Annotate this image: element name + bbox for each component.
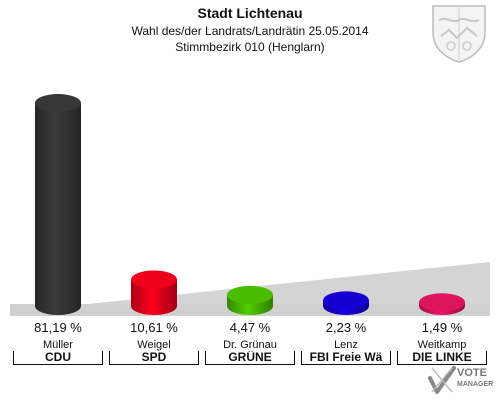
bar-top	[131, 270, 177, 289]
value-label: 2,23 %	[325, 320, 367, 335]
value-label: 4,47 %	[229, 320, 271, 335]
candidate-label: Müller	[43, 339, 73, 351]
bar-spd	[131, 270, 177, 315]
candidate-label: Lenz	[334, 339, 358, 351]
vote-manager-logo-text: VOTE MANAGER	[457, 368, 493, 390]
bar-die-linke	[419, 293, 465, 315]
party-label: DIE LINKE	[397, 351, 487, 365]
bar-gr-ne	[227, 285, 273, 315]
bar-cdu	[35, 94, 81, 316]
vote-manager-line2: MANAGER	[457, 381, 494, 388]
candidate-label: Weitkamp	[417, 339, 467, 351]
vote-manager-logo-icon	[428, 366, 456, 394]
bar-top	[227, 285, 273, 304]
party-label: FBI Freie Wä	[301, 351, 391, 365]
bar-top	[419, 293, 465, 312]
bar-fbi-freie-w-	[323, 291, 369, 315]
candidate-label: Weigel	[137, 339, 171, 351]
party-label: SPD	[109, 351, 199, 365]
value-label: 10,61 %	[130, 320, 178, 335]
coat-of-arms-logo	[432, 5, 486, 63]
chart-subtitle-election: Wahl des/der Landrats/Landrätin 25.05.20…	[131, 24, 369, 38]
party-label: GRÜNE	[205, 351, 295, 365]
bar-body	[35, 103, 81, 316]
party-label: CDU	[13, 351, 103, 365]
bar-top	[35, 94, 81, 113]
chart-subtitle-district: Stimmbezirk 010 (Henglarn)	[175, 40, 325, 54]
bar-chart	[10, 94, 490, 316]
candidate-label: Dr. Grünau	[223, 339, 277, 351]
value-label: 1,49 %	[421, 320, 463, 335]
chart-title: Stadt Lichtenau	[197, 5, 303, 21]
bar-body	[131, 279, 177, 315]
value-label: 81,19 %	[34, 320, 82, 335]
vote-manager-line1: VOTE	[457, 367, 487, 379]
bar-top	[323, 291, 369, 310]
